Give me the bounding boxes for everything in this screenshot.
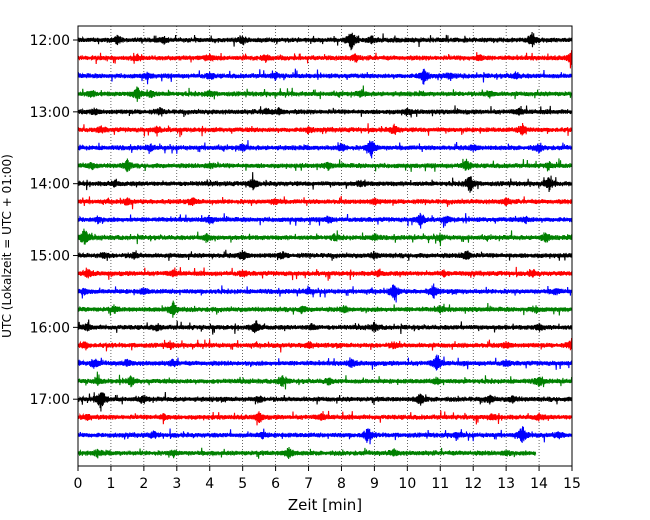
- plot-frame: [77, 25, 573, 467]
- trace-1600: [77, 319, 573, 335]
- y-tick-label: 17:00: [30, 392, 70, 408]
- trace-1300: [77, 105, 573, 118]
- trace-1530: [77, 283, 573, 303]
- trace-1615: [77, 338, 573, 353]
- trace-1200: [77, 32, 573, 51]
- trace-1430: [77, 212, 573, 229]
- trace-1715: [77, 410, 573, 426]
- y-tick-label: 13:00: [30, 105, 70, 121]
- x-tick-label: 11: [431, 476, 449, 492]
- y-axis-ticks: 12:00 13:00 14:00 15:00 16:00 17:00: [30, 33, 78, 408]
- x-tick-label: 0: [74, 476, 83, 492]
- y-tick-label: 16:00: [30, 320, 70, 336]
- x-tick-label: 2: [139, 476, 148, 492]
- x-tick-label: 14: [530, 476, 548, 492]
- y-tick-label: 12:00: [30, 33, 70, 49]
- x-tick-label: 10: [398, 476, 416, 492]
- x-tick-label: 6: [271, 476, 280, 492]
- x-tick-label: 7: [304, 476, 313, 492]
- trace-1345: [77, 158, 573, 173]
- x-axis-ticks: 0 1 2 3 4 5 6 7 8 9 10 11 12 13 14 15: [74, 466, 581, 492]
- vertical-gridlines: [110, 26, 540, 466]
- trace-1745: [77, 447, 537, 460]
- x-axis-label: Zeit [min]: [288, 496, 362, 514]
- trace-1700: [77, 392, 573, 412]
- y-tick-label: 15:00: [30, 249, 70, 265]
- x-tick-label: 9: [370, 476, 379, 492]
- trace-1445: [77, 228, 573, 247]
- trace-1730: [77, 426, 573, 445]
- x-tick-label: 5: [238, 476, 247, 492]
- x-tick-label: 8: [337, 476, 346, 492]
- trace-1645: [77, 371, 573, 390]
- seismic-traces: [77, 32, 573, 460]
- y-axis-label: UTC (Lokalzeit = UTC + 01:00): [0, 154, 14, 338]
- trace-1400: [77, 172, 573, 193]
- x-tick-label: 1: [106, 476, 115, 492]
- trace-1515: [77, 266, 573, 281]
- x-tick-label: 13: [497, 476, 515, 492]
- trace-1215: [77, 50, 573, 69]
- trace-1315: [77, 123, 573, 138]
- trace-1500: [77, 249, 573, 261]
- x-tick-label: 12: [464, 476, 482, 492]
- trace-1415: [77, 195, 573, 210]
- x-tick-label: 4: [205, 476, 214, 492]
- trace-1630: [77, 354, 573, 371]
- trace-1330: [77, 140, 573, 159]
- trace-1545: [77, 300, 573, 318]
- y-tick-label: 14:00: [30, 177, 70, 193]
- trace-1245: [77, 85, 573, 102]
- x-tick-label: 3: [172, 476, 181, 492]
- trace-1230: [77, 68, 573, 85]
- x-tick-label: 15: [563, 476, 581, 492]
